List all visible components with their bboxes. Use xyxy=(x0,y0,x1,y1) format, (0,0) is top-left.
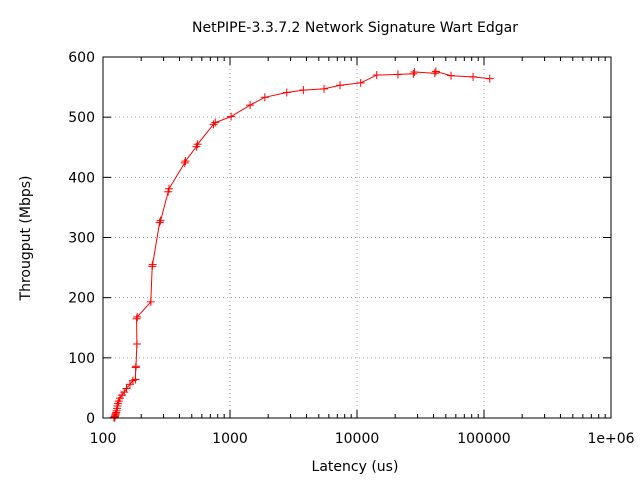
data-point xyxy=(410,68,419,77)
series-layer xyxy=(109,67,494,422)
x-tick-label: 1000 xyxy=(212,431,248,447)
data-point xyxy=(180,158,189,167)
data-point xyxy=(132,314,141,323)
data-point xyxy=(133,312,142,321)
data-point xyxy=(372,71,381,80)
y-tick-label: 400 xyxy=(68,170,95,186)
data-point xyxy=(447,71,456,80)
x-tick-label: 1e+06 xyxy=(587,431,634,447)
y-axis-label: Througput (Mbps) xyxy=(18,176,34,302)
data-point xyxy=(211,118,220,127)
data-point xyxy=(246,101,255,110)
data-point xyxy=(393,70,402,79)
data-point xyxy=(260,93,269,102)
data-point xyxy=(165,184,174,193)
y-tick-label: 300 xyxy=(68,231,95,247)
y-tick-label: 100 xyxy=(68,351,95,367)
x-axis-label: Latency (us) xyxy=(312,459,399,475)
data-point xyxy=(336,81,345,90)
data-point xyxy=(227,112,236,121)
chart-title: NetPIPE-3.3.7.2 Network Signature Wart E… xyxy=(192,20,518,36)
data-point xyxy=(431,67,440,76)
data-point xyxy=(181,157,190,166)
data-point xyxy=(156,216,165,225)
series-line xyxy=(113,70,490,419)
data-point xyxy=(430,69,439,78)
data-point xyxy=(148,260,157,269)
y-tick-label: 0 xyxy=(86,411,95,427)
data-point xyxy=(132,339,141,348)
x-tick-label: 10000 xyxy=(335,431,380,447)
data-point xyxy=(282,88,291,97)
plot-frame xyxy=(102,56,612,419)
axes-layer: 0 100 200 300 400 500 600 100 1000 10000 100000 1e+… xyxy=(68,50,634,447)
data-point xyxy=(209,120,218,129)
data-point xyxy=(146,297,155,306)
data-point xyxy=(193,140,202,149)
data-point xyxy=(132,362,141,371)
y-tick-label: 200 xyxy=(68,291,95,307)
x-tick-label: 100000 xyxy=(457,431,510,447)
data-point xyxy=(299,86,308,95)
y-tick-label: 600 xyxy=(68,50,95,66)
data-point xyxy=(469,72,478,81)
x-tick-label: 100 xyxy=(90,431,117,447)
data-point xyxy=(485,74,494,83)
data-point xyxy=(409,69,418,78)
data-point xyxy=(320,84,329,93)
data-point xyxy=(122,384,131,393)
y-tick-label: 500 xyxy=(68,110,95,126)
data-point xyxy=(155,218,164,227)
data-point xyxy=(131,375,140,384)
data-point xyxy=(356,78,365,87)
grid-layer xyxy=(103,57,611,418)
